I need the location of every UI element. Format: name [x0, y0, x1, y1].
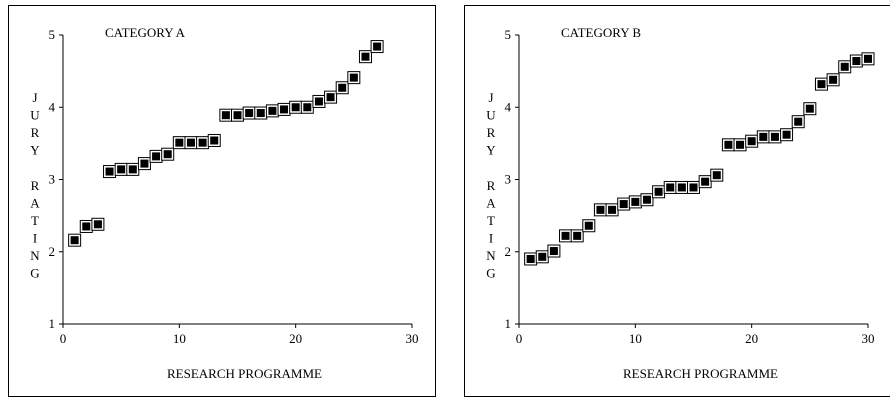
data-point	[663, 180, 677, 194]
data-point	[838, 60, 852, 74]
data-point	[161, 147, 175, 161]
y-tick-label: 2	[49, 244, 56, 259]
y-tick-label: 1	[49, 316, 56, 331]
data-point	[358, 50, 372, 64]
data-point	[172, 136, 186, 150]
data-point	[265, 104, 279, 118]
data-point	[617, 197, 631, 211]
data-point	[184, 136, 198, 150]
data-point	[710, 168, 724, 182]
data-point	[289, 100, 303, 114]
data-point	[559, 229, 573, 243]
chart-panel-category-a: 1 2 3 4 5 0 10 20 30 CATEGORY A RESEARCH PROGRAMME…	[8, 5, 436, 397]
data-point	[628, 195, 642, 209]
data-point	[721, 138, 735, 152]
data-point	[347, 71, 361, 85]
data-point	[593, 203, 607, 217]
data-point	[605, 203, 619, 217]
data-point	[826, 73, 840, 87]
data-point	[79, 219, 93, 233]
data-point	[803, 102, 817, 116]
x-tick-label: 20	[289, 331, 302, 346]
x-axis-label: RESEARCH PROGRAMME	[167, 366, 322, 381]
data-point	[219, 108, 233, 122]
data-point	[207, 133, 221, 147]
y-tick-label: 3	[505, 172, 512, 187]
data-point	[780, 128, 794, 142]
y-tick-label: 1	[505, 316, 512, 331]
data-point	[324, 90, 338, 104]
data-point	[277, 102, 291, 116]
data-point	[791, 115, 805, 129]
scatter-plot-category-a: 1 2 3 4 5 0 10 20 30 CATEGORY A RESEARCH PROGRAMME…	[30, 25, 419, 381]
y-tick-label: 4	[505, 99, 512, 114]
x-tick-label: 0	[60, 331, 67, 346]
y-tick-label: 2	[505, 244, 512, 259]
scatter-plot-category-b: 1 2 3 4 5 0 10 20 30 CATEGORY B RESEARCH PROGRAMME…	[486, 25, 875, 381]
x-tick-label: 10	[629, 331, 642, 346]
data-point	[547, 244, 561, 258]
data-point	[300, 100, 314, 114]
data-point	[733, 138, 747, 152]
y-tick-label: 3	[49, 172, 56, 187]
data-point	[103, 165, 117, 179]
y-tick-label: 5	[505, 27, 512, 42]
data-point	[335, 81, 349, 95]
chart-title: CATEGORY B	[561, 25, 641, 40]
data-point	[68, 233, 82, 247]
data-point	[149, 149, 163, 163]
chart-title: CATEGORY A	[105, 25, 186, 40]
data-point	[570, 229, 584, 243]
y-tick-label: 5	[49, 27, 56, 42]
data-point	[242, 106, 256, 120]
data-point	[126, 162, 140, 176]
data-point	[745, 134, 759, 148]
x-axis-label: RESEARCH PROGRAMME	[623, 366, 778, 381]
data-point	[254, 106, 268, 120]
data-point	[768, 130, 782, 144]
data-point	[196, 136, 210, 150]
data-point	[582, 219, 596, 233]
data-point	[535, 250, 549, 264]
data-point	[698, 175, 712, 189]
data-point	[524, 252, 538, 266]
x-tick-label: 20	[745, 331, 758, 346]
y-tick-label: 4	[49, 99, 56, 114]
data-point	[756, 130, 770, 144]
x-tick-label: 0	[516, 331, 523, 346]
x-tick-label: 10	[173, 331, 186, 346]
data-point	[137, 157, 151, 171]
data-point	[370, 40, 384, 54]
data-point	[231, 108, 244, 122]
data-point	[91, 217, 105, 231]
data-point	[687, 180, 700, 194]
data-point	[640, 193, 654, 207]
x-tick-label: 30	[862, 331, 875, 346]
data-point	[849, 54, 863, 68]
data-point	[114, 162, 128, 176]
chart-panel-category-b: 1 2 3 4 5 0 10 20 30 CATEGORY B RESEARCH PROGRAMME…	[464, 5, 890, 397]
data-point	[652, 185, 666, 199]
data-point	[861, 52, 875, 66]
data-point	[312, 94, 326, 108]
x-tick-label: 30	[406, 331, 419, 346]
data-point	[814, 77, 828, 91]
data-point	[675, 180, 689, 194]
